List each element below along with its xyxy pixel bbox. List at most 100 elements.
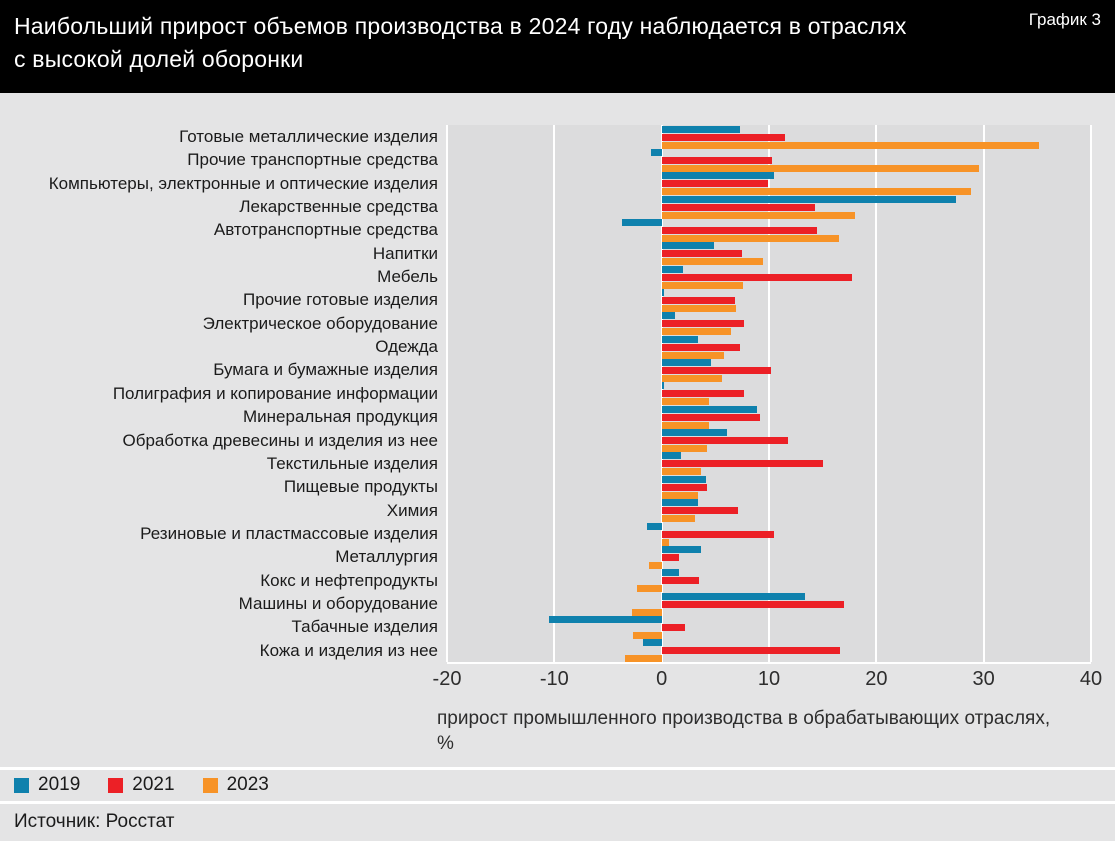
bar-2023 <box>661 258 763 266</box>
bar-2021 <box>661 156 773 164</box>
legend-item-2019: 2019 <box>14 774 80 796</box>
bar-2021 <box>661 600 845 608</box>
category-label: Прочие готовые изделия <box>242 290 438 310</box>
bar-2023 <box>661 164 980 172</box>
x-axis-title: прирост промышленного производства в обр… <box>437 706 1097 756</box>
bar-2019 <box>661 475 706 483</box>
bar-2023 <box>661 234 839 242</box>
bar-2023 <box>661 305 736 313</box>
category-label: Компьютеры, электронные и оптические изд… <box>48 173 438 193</box>
plot-area <box>446 125 1092 664</box>
bar-2019 <box>661 335 699 343</box>
x-axis-title-line2: % <box>437 733 454 754</box>
category-label: Табачные изделия <box>291 617 439 637</box>
x-axis-ticks: -20 -10 0 10 20 30 40 <box>433 668 1103 694</box>
bar-2023 <box>661 211 855 219</box>
category-label: Минеральная продукция <box>243 407 438 427</box>
bar-2023 <box>661 188 971 196</box>
bar-2021 <box>661 180 768 188</box>
legend: 2019 2021 2023 <box>14 772 269 798</box>
bar-2019 <box>661 289 664 297</box>
bar-2019 <box>661 499 699 507</box>
category-label: Лекарственные средства <box>239 197 438 217</box>
category-label: Напитки <box>372 243 438 263</box>
bar-2021 <box>661 553 679 561</box>
bar-2023 <box>661 421 709 429</box>
bar-2021 <box>661 507 738 515</box>
bar-2021 <box>661 226 818 234</box>
bar-2023 <box>625 655 662 663</box>
gridline--10 <box>553 125 556 662</box>
category-label: Пищевые продукты <box>283 477 438 497</box>
bar-2019 <box>661 195 956 203</box>
bar-2021 <box>661 133 786 141</box>
category-label: Кожа и изделия из нее <box>259 640 438 660</box>
bar-2021 <box>661 297 735 305</box>
bar-2021 <box>661 250 743 258</box>
bar-2023 <box>661 515 695 523</box>
bar-2019 <box>661 359 712 367</box>
x-tick-label: 40 <box>1079 668 1103 690</box>
bar-2019 <box>661 312 675 320</box>
x-tick-label: 0 <box>656 668 668 690</box>
category-label: Полиграфия и копирование информации <box>112 383 438 403</box>
legend-swatch-icon <box>14 777 29 793</box>
bar-2023 <box>661 538 670 546</box>
bar-2021 <box>661 460 823 468</box>
bar-2019 <box>661 242 715 250</box>
category-label: Металлургия <box>335 547 438 567</box>
bar-2021 <box>661 577 700 585</box>
bar-2019 <box>621 218 662 226</box>
category-label: Электрическое оборудование <box>202 313 438 333</box>
bar-2021 <box>661 367 772 375</box>
bar-2019 <box>548 615 662 623</box>
legend-label: 2023 <box>226 774 269 795</box>
bar-2019 <box>661 545 702 553</box>
bar-2023 <box>661 328 732 336</box>
bar-2021 <box>661 483 707 491</box>
bar-2023 <box>632 631 662 639</box>
category-label: Прочие транспортные средства <box>187 150 438 170</box>
bar-2019 <box>661 569 679 577</box>
x-tick-label: -10 <box>539 668 569 690</box>
category-label: Химия <box>386 500 438 520</box>
bar-2023 <box>661 468 702 476</box>
bar-2021 <box>661 413 761 421</box>
bar-2021 <box>661 320 745 328</box>
bar-2019 <box>661 592 806 600</box>
category-label: Мебель <box>377 267 438 287</box>
bar-2023 <box>636 585 662 593</box>
bar-2023 <box>631 608 662 616</box>
category-label: Обработка древесины и изделия из нее <box>122 430 438 450</box>
bar-2021 <box>661 623 686 631</box>
bar-2023 <box>661 398 709 406</box>
bar-2023 <box>661 351 724 359</box>
gridline-10 <box>768 125 770 662</box>
category-label: Резиновые и пластмассовые изделия <box>140 523 438 543</box>
bar-2023 <box>648 561 662 569</box>
gridline-40 <box>1090 125 1092 662</box>
category-label: Готовые металлические изделия <box>179 127 438 146</box>
bar-2019 <box>646 522 662 530</box>
bar-2021 <box>661 390 745 398</box>
gridline-30 <box>982 125 985 662</box>
legend-swatch-icon <box>202 777 218 793</box>
legend-item-2021: 2021 <box>108 774 175 796</box>
bar-2019 <box>661 382 664 390</box>
bar-2019 <box>661 452 681 460</box>
gridline--20 <box>446 125 448 662</box>
chart-header: Наибольший прирост объемов производства … <box>0 0 1115 93</box>
legend-label: 2021 <box>132 774 175 795</box>
x-tick-label: 10 <box>757 668 781 690</box>
bar-2019 <box>661 429 728 437</box>
category-label: Кокс и нефтепродукты <box>260 570 438 590</box>
bar-2021 <box>661 343 740 351</box>
bar-2019 <box>650 148 662 156</box>
bar-2021 <box>661 530 775 538</box>
bar-2019 <box>661 265 684 273</box>
bar-2021 <box>661 203 816 211</box>
category-label: Автотранспортные средства <box>213 220 438 240</box>
source-note: Источник: Росстат <box>14 811 175 832</box>
bar-2019 <box>661 405 758 413</box>
category-label: Бумага и бумажные изделия <box>213 360 438 380</box>
